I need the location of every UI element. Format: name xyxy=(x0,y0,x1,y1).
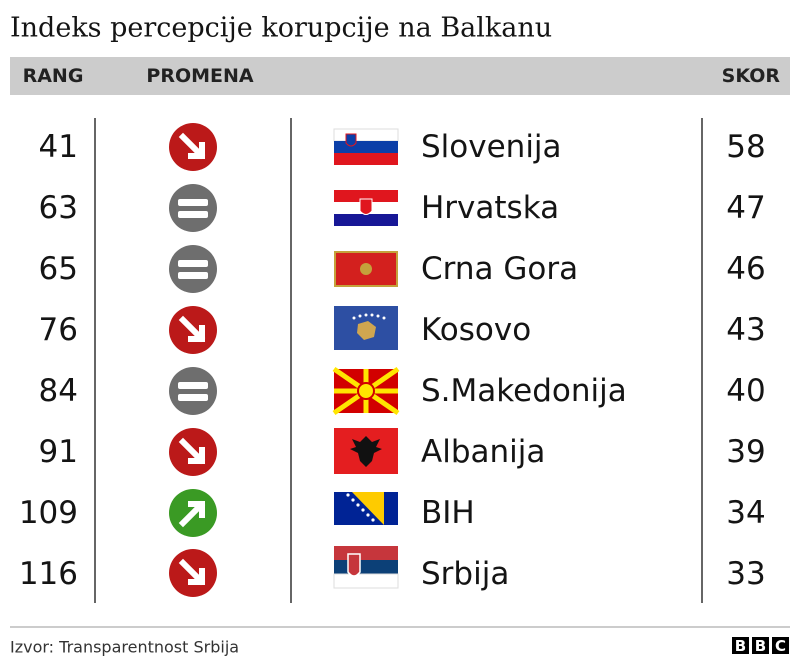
rank: 63 xyxy=(39,190,78,226)
score: 43 xyxy=(726,312,765,348)
score: 34 xyxy=(726,495,765,531)
header-rank: RANG xyxy=(23,65,84,87)
score: 58 xyxy=(726,129,765,165)
score: 39 xyxy=(726,434,765,470)
score: 40 xyxy=(726,373,765,409)
change-icons xyxy=(169,123,217,597)
rank: 91 xyxy=(39,434,78,470)
score: 46 xyxy=(726,251,765,287)
country: Crna Gora xyxy=(421,251,578,287)
rank: 76 xyxy=(39,312,78,348)
column-dividers xyxy=(94,118,703,603)
score: 47 xyxy=(726,190,765,226)
country: Kosovo xyxy=(421,312,531,348)
rank: 116 xyxy=(19,556,78,592)
header-bar xyxy=(10,57,790,95)
header-score: SKOR xyxy=(722,65,781,87)
country: BIH xyxy=(421,495,475,531)
bbc-logo xyxy=(732,637,789,654)
source: Izvor: Transparentnost Srbija xyxy=(10,638,239,657)
flags xyxy=(332,128,400,589)
rank: 41 xyxy=(39,129,78,165)
rank: 109 xyxy=(19,495,78,531)
logo-letter: C xyxy=(775,637,786,655)
country: S.Makedonija xyxy=(421,373,627,409)
country: Hrvatska xyxy=(421,190,559,226)
logo-letter: B xyxy=(755,637,766,655)
score: 33 xyxy=(726,556,765,592)
country: Srbija xyxy=(421,556,509,592)
rank: 65 xyxy=(39,251,78,287)
country: Albanija xyxy=(421,434,545,470)
header-change: PROMENA xyxy=(146,65,253,87)
title: Indeks percepcije korupcije na Balkanu xyxy=(10,13,552,44)
rank: 84 xyxy=(39,373,78,409)
logo-letter: B xyxy=(735,637,746,655)
country: Slovenija xyxy=(421,129,562,165)
